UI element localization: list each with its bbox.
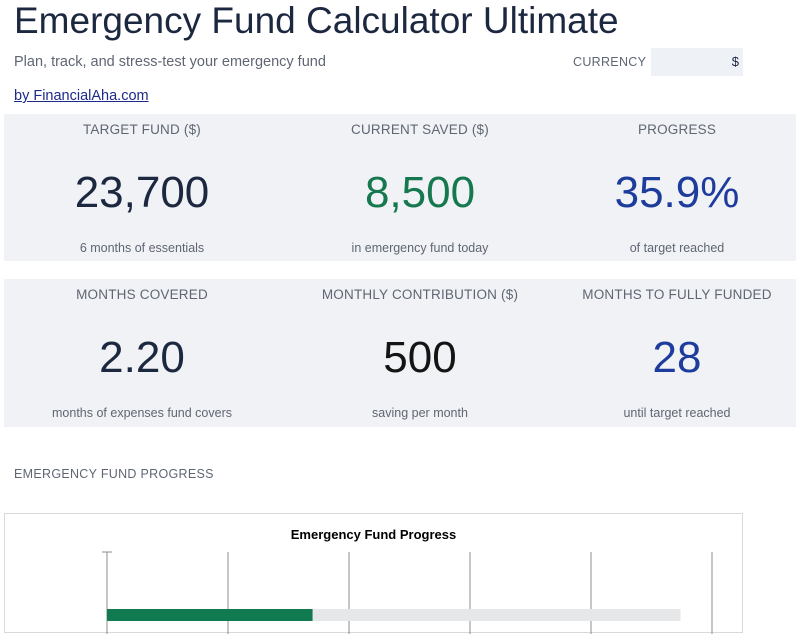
months-covered-value: 2.20 (99, 333, 185, 382)
currency-field[interactable]: $ (651, 48, 743, 76)
monthly-contribution-value: 500 (383, 333, 457, 382)
months-covered-label: MONTHS COVERED (76, 287, 208, 302)
summary-panel-top: TARGET FUND ($) 23,700 6 months of essen… (4, 114, 796, 261)
monthly-contribution-label: MONTHLY CONTRIBUTION ($) (321, 287, 519, 302)
months-to-funded-value: 28 (652, 333, 702, 382)
progress-value: 35.9% (614, 168, 740, 217)
target-fund-caption: 6 months of essentials (79, 241, 205, 255)
months-to-funded-caption: until target reached (623, 406, 731, 420)
chart-title: Emergency Fund Progress (290, 527, 457, 542)
financialaha-link[interactable]: by FinancialAha.com (14, 88, 149, 104)
months-to-funded-label: MONTHS TO FULLY FUNDED (582, 287, 772, 302)
page-title: Emergency Fund Calculator Ultimate (14, 0, 619, 41)
progress-label: PROGRESS (637, 122, 717, 137)
currency-label: CURRENCY (573, 55, 647, 69)
summary-panel-bottom: MONTHS COVERED 2.20 months of expenses f… (4, 279, 796, 427)
remaining-bar (312, 609, 681, 621)
progress-section-label: EMERGENCY FUND PROGRESS (14, 467, 214, 481)
page-subtitle: Plan, track, and stress-test your emerge… (14, 54, 326, 70)
saved-bar (107, 609, 313, 621)
chart-plot (102, 551, 713, 634)
target-fund-value: 23,700 (74, 168, 210, 217)
current-saved-value: 8,500 (364, 168, 476, 217)
monthly-contribution-caption: saving per month (372, 406, 468, 420)
current-saved-label: CURRENT SAVED ($) (351, 122, 489, 137)
months-covered-caption: months of expenses fund covers (52, 406, 232, 420)
progress-chart: Emergency Fund Progress (4, 513, 743, 634)
current-saved-caption: in emergency fund today (351, 241, 489, 255)
progress-caption: of target reached (629, 241, 725, 255)
target-fund-label: TARGET FUND ($) (82, 122, 201, 137)
